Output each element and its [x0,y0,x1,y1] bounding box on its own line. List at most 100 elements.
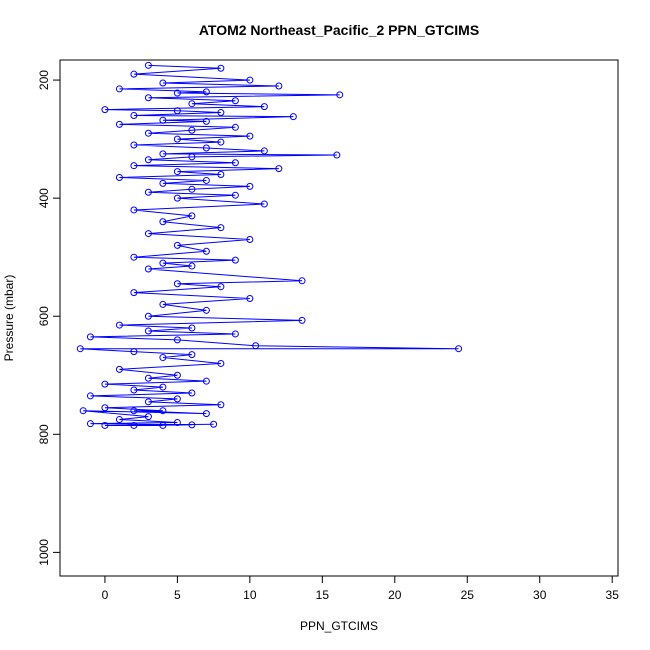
data-point [86,420,94,428]
data-point [79,407,87,415]
x-tick-label: 5 [174,588,181,602]
data-point [252,342,260,350]
y-axis-label: Pressure (mbar) [2,275,16,362]
data-point [188,126,196,134]
data-point [260,103,268,111]
data-point [188,212,196,220]
data-point [130,289,138,297]
data-point [173,371,181,379]
data-point [336,91,344,99]
x-tick-label: 35 [606,588,620,602]
y-tick-label: 800 [37,424,51,444]
data-point [101,404,109,412]
data-point [173,336,181,344]
data-point [231,330,239,338]
data-point [173,418,181,426]
data-point [130,386,138,394]
data-point [173,194,181,202]
data-point [202,306,210,314]
data-point [144,230,152,238]
data-point [101,421,109,429]
data-point [173,280,181,288]
data-point [333,151,341,159]
data-point [159,79,167,87]
data-point [144,398,152,406]
data-point [188,351,196,359]
data-point [246,76,254,84]
data-point [173,107,181,115]
data-point [130,407,138,415]
data-point [144,413,152,421]
data-point [217,224,225,232]
data-line [80,64,459,426]
data-point [115,365,123,373]
data-point [210,420,218,428]
data-point [159,354,167,362]
data-point [188,324,196,332]
data-point [217,64,225,72]
data-point [86,333,94,341]
y-tick-label: 1000 [37,539,51,566]
y-tick-label: 600 [37,306,51,326]
data-point [173,241,181,249]
chart-title: ATOM2 Northeast_Pacific_2 PPN_GTCIMS [199,22,479,38]
data-point [260,147,268,155]
data-point [298,316,306,324]
data-point [289,113,297,121]
data-point [159,421,167,429]
data-point [246,182,254,190]
data-point [144,265,152,273]
x-tick-label: 15 [316,588,330,602]
data-point [130,111,138,119]
data-point [202,247,210,255]
data-point [159,218,167,226]
data-point [159,300,167,308]
data-point [246,235,254,243]
data-point [130,141,138,149]
data-point [298,277,306,285]
data-point [217,171,225,179]
data-point [173,135,181,143]
data-point [217,138,225,146]
data-point [231,191,239,199]
data-point [188,262,196,270]
data-point [217,401,225,409]
data-point [202,410,210,418]
data-point [246,295,254,303]
x-axis-label: PPN_GTCIMS [300,619,378,633]
data-point [144,312,152,320]
x-tick-label: 10 [243,588,257,602]
data-point [231,97,239,105]
data-point [144,129,152,137]
data-point [275,82,283,90]
data-point [202,144,210,152]
data-point [188,185,196,193]
data-point [144,61,152,69]
data-point [76,345,84,353]
data-point [130,253,138,261]
data-point [231,123,239,131]
plot-frame [59,59,619,577]
data-point [130,70,138,78]
data-point [115,321,123,329]
data-point [202,377,210,385]
data-point [115,416,123,424]
data-point [159,407,167,415]
y-tick-label: 200 [37,70,51,90]
data-point [173,89,181,97]
data-point [159,383,167,391]
data-point [202,176,210,184]
data-point [130,421,138,429]
data-point [231,159,239,167]
data-point [101,106,109,114]
data-point [260,200,268,208]
data-point [217,283,225,291]
data-point [115,120,123,128]
data-point [144,374,152,382]
data-point [231,256,239,264]
data-point [217,109,225,117]
data-point [130,348,138,356]
data-point [275,165,283,173]
data-point [86,392,94,400]
